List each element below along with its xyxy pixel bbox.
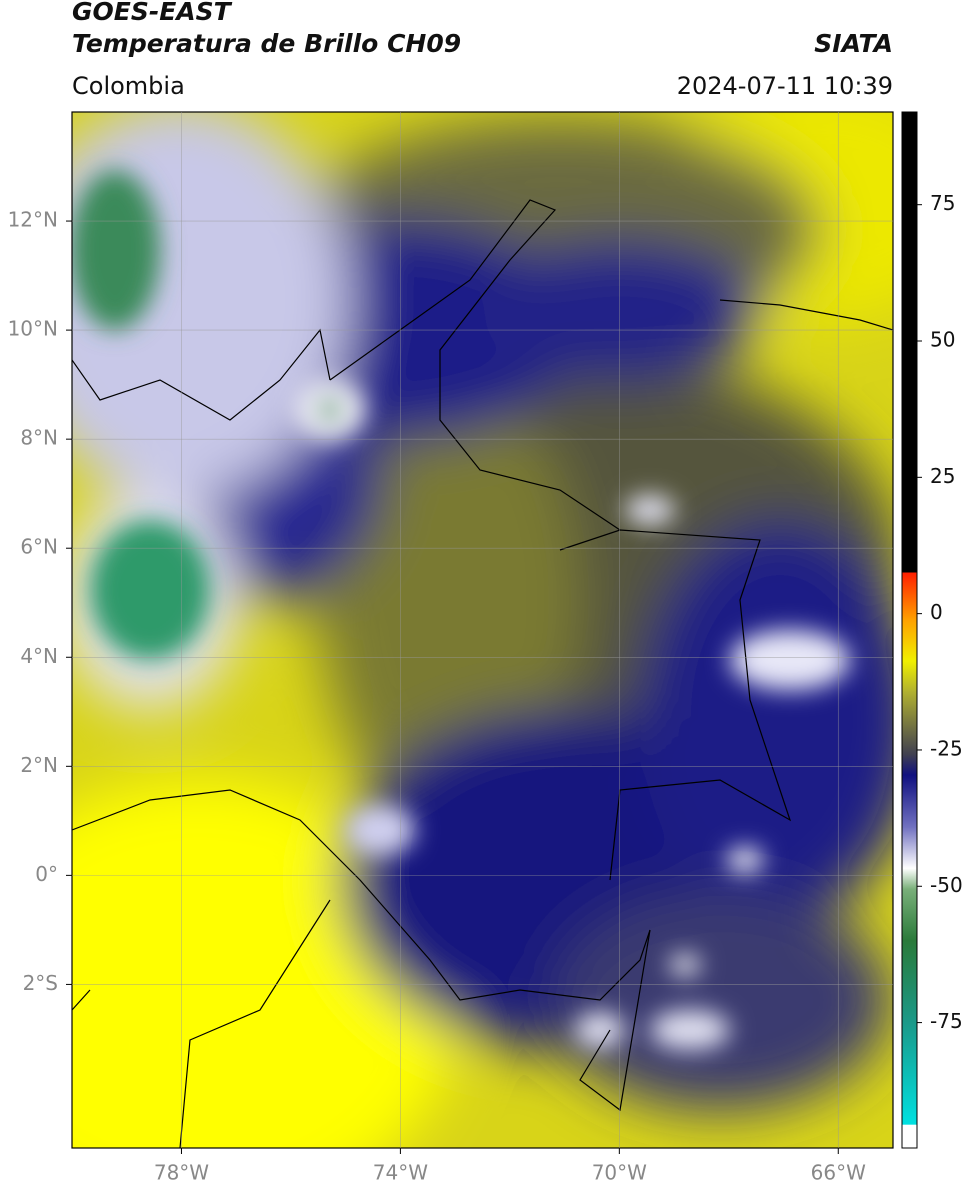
- map-frame: [71, 111, 894, 1149]
- colorbar-tick-label: -75: [930, 1009, 963, 1033]
- colorbar-tick-label: 0: [930, 600, 943, 624]
- y-tick-label: 2°S: [23, 971, 58, 995]
- y-tick-label: 8°N: [20, 426, 58, 450]
- datetime: 2024-07-11 10:39: [677, 72, 893, 100]
- y-tick-label: 2°N: [20, 753, 58, 777]
- subtitle: Temperatura de Brillo CH09: [72, 29, 461, 58]
- y-tick-label: 10°N: [8, 317, 58, 341]
- y-tick-label: 4°N: [20, 644, 58, 668]
- x-tick-label: 66°W: [811, 1161, 866, 1185]
- colorbar: [901, 111, 918, 1149]
- satellite-image: [72, 112, 893, 1148]
- colorbar-tick-label: -50: [930, 873, 963, 897]
- source: SIATA: [814, 29, 893, 58]
- y-tick-label: 0°: [35, 862, 58, 886]
- grid: [72, 112, 893, 1148]
- x-tick-label: 78°W: [154, 1161, 209, 1185]
- colorbar-tick-label: 25: [930, 464, 955, 488]
- x-tick-label: 70°W: [592, 1161, 647, 1185]
- colorbar-tick-label: -25: [930, 736, 963, 760]
- y-tick-label: 6°N: [20, 535, 58, 559]
- colorbar-tick-label: 50: [930, 328, 955, 352]
- y-tick-label: 12°N: [8, 208, 58, 232]
- region: Colombia: [72, 72, 185, 100]
- x-tick-label: 74°W: [373, 1161, 428, 1185]
- colorbar-tick-label: 75: [930, 191, 955, 215]
- title: GOES-EAST: [72, 0, 233, 26]
